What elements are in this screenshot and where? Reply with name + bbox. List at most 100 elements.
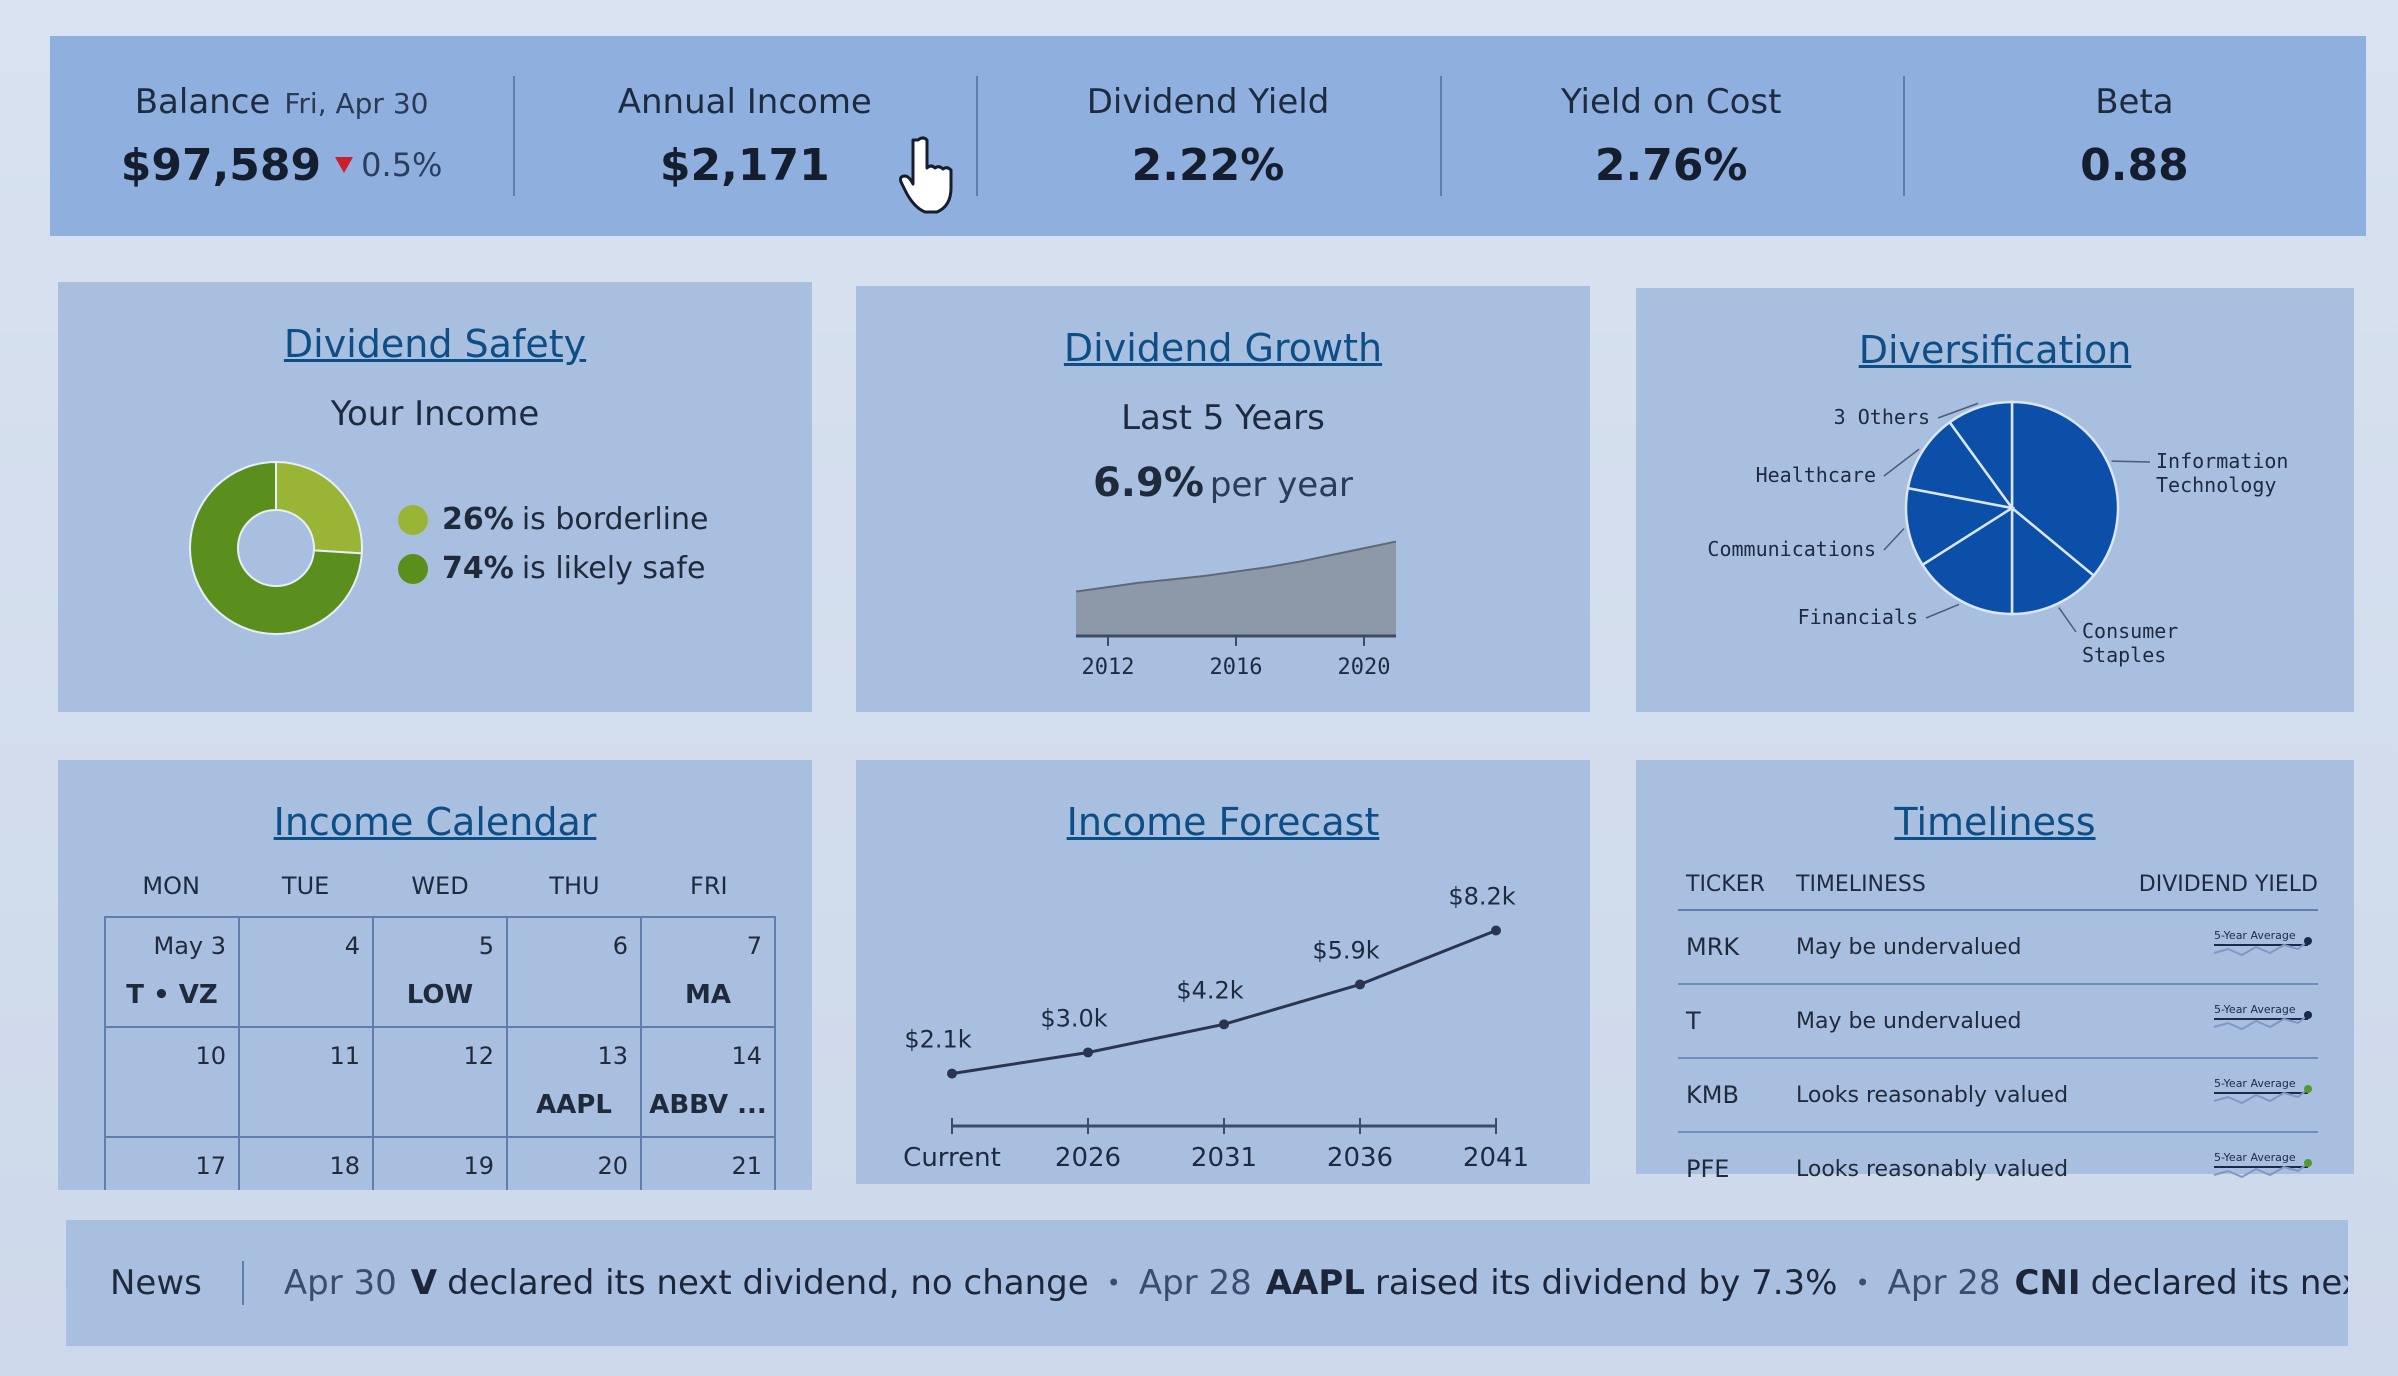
calendar-day-cell[interactable]: 5 LOW xyxy=(374,918,508,1028)
pie-label-line: Information xyxy=(2156,449,2288,473)
sparkline-label: 5-Year Average xyxy=(2214,929,2296,942)
calendar-day-cell[interactable]: 17 xyxy=(106,1138,240,1190)
stat-balance-date: Fri, Apr 30 xyxy=(284,86,429,120)
calendar-tickers: AAPL xyxy=(536,1090,612,1120)
donut-slice-likely-safe xyxy=(189,460,363,635)
pie-label: Communications xyxy=(1707,537,1876,561)
timeliness-card: Timeliness TICKER TIMELINESS DIVIDEND YI… xyxy=(1636,760,2354,1183)
sparkline-current-dot xyxy=(2304,1159,2312,1167)
calendar-day-cell[interactable]: 6 xyxy=(508,918,642,1028)
forecast-data-label: $5.9k xyxy=(1312,936,1379,964)
calendar-day-cell[interactable]: May 3 T • VZ xyxy=(106,918,240,1028)
diversification-title[interactable]: Diversification xyxy=(1858,328,2132,372)
yield-sparkline: 5-Year Average xyxy=(2213,1151,2312,1179)
forecast-point xyxy=(1219,1019,1229,1030)
forecast-tick-label: 2026 xyxy=(1055,1143,1121,1173)
dividend-safety-subtitle: Your Income xyxy=(330,394,540,434)
forecast-tick-label: Current xyxy=(903,1143,1001,1173)
timeliness-row[interactable]: MRK May be undervalued 5-Year Average xyxy=(1678,911,2318,985)
dividend-growth-title[interactable]: Dividend Growth xyxy=(1063,326,1383,370)
calendar-date: 14 xyxy=(731,1042,762,1070)
stat-yield-on-cost[interactable]: Yield on Cost 2.76% xyxy=(1439,36,1903,236)
stat-beta-value: 0.88 xyxy=(2080,139,2189,191)
calendar-day-cell[interactable]: 12 xyxy=(374,1028,508,1138)
yield-sparkline: 5-Year Average xyxy=(2213,1077,2312,1105)
stat-annual-income[interactable]: Annual Income $2,171 xyxy=(513,36,976,236)
stat-balance[interactable]: Balance Fri, Apr 30 $97,589 0.5% xyxy=(50,36,513,236)
news-label[interactable]: News xyxy=(66,1261,244,1305)
news-item[interactable]: Apr 28 AAPL raised its dividend by 7.3% xyxy=(1139,1263,1838,1303)
calendar-day-cell[interactable]: 21 xyxy=(642,1138,776,1190)
timeliness-row[interactable]: T May be undervalued 5-Year Average xyxy=(1678,985,2318,1059)
header-ticker: TICKER xyxy=(1686,872,1765,897)
timeliness-status: Looks reasonably valued xyxy=(1796,1082,2069,1108)
calendar-tickers: T • VZ xyxy=(126,980,218,1010)
calendar-date: 4 xyxy=(344,932,360,960)
stat-dividend-yield-value: 2.22% xyxy=(1131,139,1285,191)
calendar-date: 5 xyxy=(478,932,494,960)
dividend-safety-card: Dividend Safety Your Income 26% is borde… xyxy=(58,282,812,712)
calendar-table: MON TUE WED THU FRI May 3 T • VZ 4 5 LOW 6 7 MA… xyxy=(104,872,776,1190)
news-ticker: AAPL xyxy=(1265,1263,1365,1303)
income-forecast-card: Income Forecast $2.1k $3.0k $4.2k $5.9k $8.2… xyxy=(856,760,1590,1184)
pie-label-line: Consumer xyxy=(2082,619,2178,643)
bullet-separator: • xyxy=(1106,1269,1121,1297)
dividend-safety-title[interactable]: Dividend Safety xyxy=(283,322,587,366)
calendar-day-cell[interactable]: 7 MA xyxy=(642,918,776,1028)
yield-sparkline-cell: 5-Year Average xyxy=(2126,927,2318,967)
calendar-tickers: ABBV ... xyxy=(649,1090,767,1120)
diversification-card: Diversification Information Technology Con… xyxy=(1636,288,2354,712)
balance-change-value: 0.5% xyxy=(361,146,443,184)
legend-borderline: 26% is borderline xyxy=(398,502,709,537)
weekday-fri: FRI xyxy=(690,872,728,900)
balance-change: 0.5% xyxy=(335,146,442,184)
timeliness-status: Looks reasonably valued xyxy=(1796,1156,2069,1182)
calendar-day-cell[interactable]: 14 ABBV ... xyxy=(642,1028,776,1138)
calendar-date: 13 xyxy=(597,1042,628,1070)
sparkline-current-dot xyxy=(2304,937,2312,945)
borderline-text: is borderline xyxy=(521,502,709,537)
calendar-day-cell[interactable]: 11 xyxy=(240,1028,374,1138)
yield-sparkline-cell: 5-Year Average xyxy=(2126,1001,2318,1041)
stat-beta[interactable]: Beta 0.88 xyxy=(1902,36,2366,236)
likely-safe-text: is likely safe xyxy=(521,551,706,586)
weekday-mon: MON xyxy=(142,872,200,900)
pie-label: 3 Others xyxy=(1834,405,1930,429)
stat-yield-on-cost-value: 2.76% xyxy=(1594,139,1748,191)
pie-slice xyxy=(1920,505,2014,616)
calendar-day-cell[interactable]: 13 AAPL xyxy=(508,1028,642,1138)
weekday-wed: WED xyxy=(411,872,469,900)
borderline-dot-icon xyxy=(398,504,428,535)
forecast-point xyxy=(947,1068,957,1079)
income-forecast-title[interactable]: Income Forecast xyxy=(1066,800,1380,844)
calendar-day-cell[interactable]: 10 xyxy=(106,1028,240,1138)
timeliness-row[interactable]: KMB Looks reasonably valued 5-Year Average xyxy=(1678,1059,2318,1133)
news-ticker: CNI xyxy=(2014,1263,2081,1303)
ticker-cell: PFE xyxy=(1686,1155,1730,1183)
yield-sparkline-cell: 5-Year Average xyxy=(2126,1075,2318,1115)
stat-dividend-yield[interactable]: Dividend Yield 2.22% xyxy=(976,36,1439,236)
calendar-date: 19 xyxy=(463,1152,494,1180)
dividend-growth-area-chart: 2012 2016 2020 xyxy=(1075,540,1397,680)
calendar-grid: May 3 T • VZ 4 5 LOW 6 7 MA 10 11 12 13 AAPL 14 ABBV .… xyxy=(104,916,776,1190)
pie-leader-line xyxy=(1937,402,1979,419)
growth-tick-label: 2016 xyxy=(1210,655,1263,680)
forecast-data-label: $8.2k xyxy=(1448,882,1515,910)
timeliness-title[interactable]: Timeliness xyxy=(1894,800,2096,844)
stat-annual-income-value: $2,171 xyxy=(659,139,830,191)
pie-slice xyxy=(1904,486,2016,567)
donut-slice-borderline xyxy=(275,460,363,555)
stat-beta-label: Beta xyxy=(2095,81,2174,122)
stat-balance-value: $97,589 xyxy=(120,139,322,191)
calendar-day-cell[interactable]: 4 xyxy=(240,918,374,1028)
timeliness-row[interactable]: PFE Looks reasonably valued 5-Year Average xyxy=(1678,1133,2318,1201)
calendar-day-cell[interactable]: 18 xyxy=(240,1138,374,1190)
calendar-day-cell[interactable]: 20 xyxy=(508,1138,642,1190)
calendar-date: 11 xyxy=(329,1042,360,1070)
sparkline-label: 5-Year Average xyxy=(2214,1077,2296,1090)
calendar-day-cell[interactable]: 19 xyxy=(374,1138,508,1190)
income-calendar-title[interactable]: Income Calendar xyxy=(273,800,597,844)
